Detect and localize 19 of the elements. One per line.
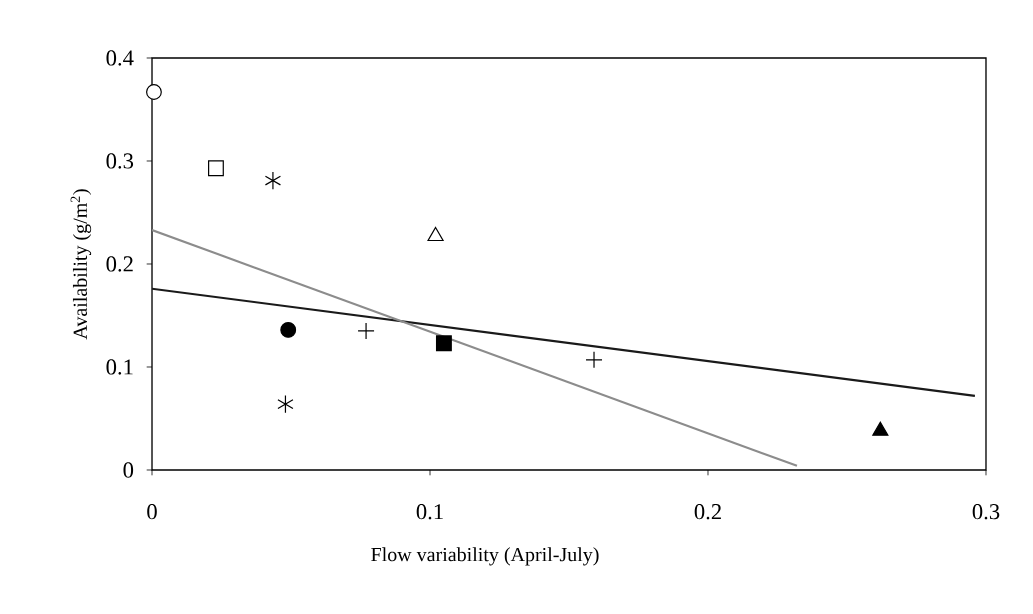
y-tick-label: 0.2 [106,256,133,272]
point [435,335,452,352]
x-tick-label: 0.1 [416,504,443,520]
y-tick-label: 0.1 [106,359,133,375]
x-tick-label: 0.3 [972,504,1000,520]
x-axis-title: Flow variability (April-July) [371,547,599,566]
point [208,160,224,177]
y-tick-label: 0 [123,462,134,478]
y-axis-title: Availability (g/m$^{2}$) [70,189,92,340]
point [264,171,282,190]
point [146,84,162,100]
point [280,321,297,338]
point [277,394,294,414]
y-tick-label: 0.3 [106,153,134,169]
y-tick-label: 0.4 [106,50,134,66]
x-tick-label: 0 [147,504,157,520]
point [585,351,603,369]
x-tick-label: 0.2 [694,504,721,520]
point [357,322,375,340]
